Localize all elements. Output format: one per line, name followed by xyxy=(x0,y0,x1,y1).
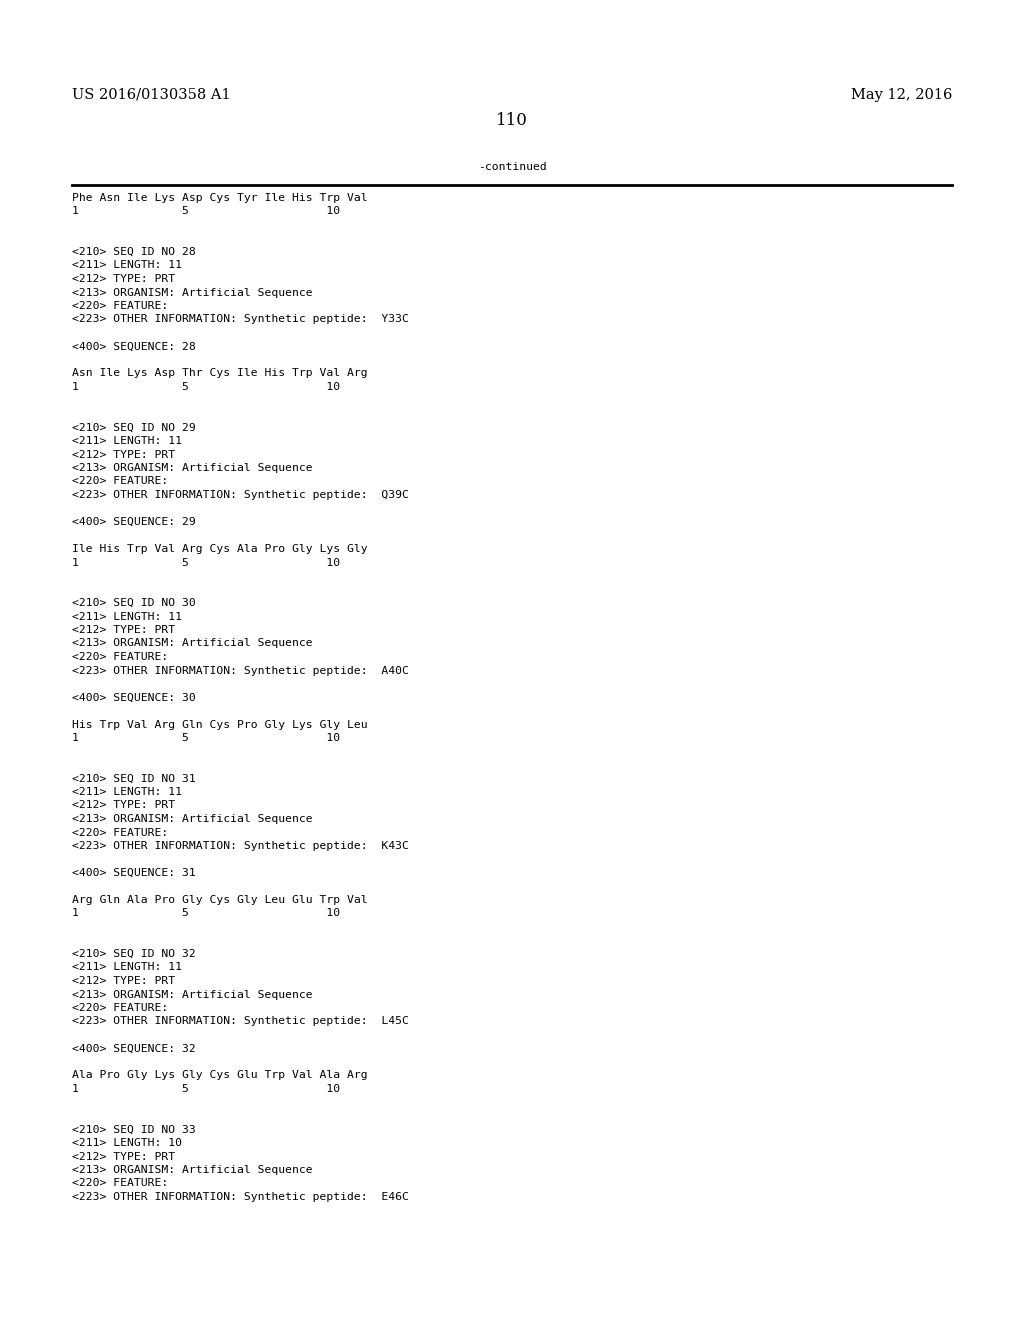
Text: <213> ORGANISM: Artificial Sequence: <213> ORGANISM: Artificial Sequence xyxy=(72,639,312,648)
Text: <400> SEQUENCE: 28: <400> SEQUENCE: 28 xyxy=(72,342,196,351)
Text: <223> OTHER INFORMATION: Synthetic peptide:  K43C: <223> OTHER INFORMATION: Synthetic pepti… xyxy=(72,841,409,851)
Text: <220> FEATURE:: <220> FEATURE: xyxy=(72,828,168,837)
Text: His Trp Val Arg Gln Cys Pro Gly Lys Gly Leu: His Trp Val Arg Gln Cys Pro Gly Lys Gly … xyxy=(72,719,368,730)
Text: <220> FEATURE:: <220> FEATURE: xyxy=(72,652,168,663)
Text: 1               5                    10: 1 5 10 xyxy=(72,908,340,919)
Text: Ala Pro Gly Lys Gly Cys Glu Trp Val Ala Arg: Ala Pro Gly Lys Gly Cys Glu Trp Val Ala … xyxy=(72,1071,368,1081)
Text: <210> SEQ ID NO 28: <210> SEQ ID NO 28 xyxy=(72,247,196,257)
Text: <223> OTHER INFORMATION: Synthetic peptide:  Y33C: <223> OTHER INFORMATION: Synthetic pepti… xyxy=(72,314,409,325)
Text: US 2016/0130358 A1: US 2016/0130358 A1 xyxy=(72,88,230,102)
Text: <213> ORGANISM: Artificial Sequence: <213> ORGANISM: Artificial Sequence xyxy=(72,1166,312,1175)
Text: 1               5                    10: 1 5 10 xyxy=(72,733,340,743)
Text: -continued: -continued xyxy=(477,162,547,172)
Text: <210> SEQ ID NO 30: <210> SEQ ID NO 30 xyxy=(72,598,196,609)
Text: <212> TYPE: PRT: <212> TYPE: PRT xyxy=(72,275,175,284)
Text: <400> SEQUENCE: 32: <400> SEQUENCE: 32 xyxy=(72,1044,196,1053)
Text: <223> OTHER INFORMATION: Synthetic peptide:  A40C: <223> OTHER INFORMATION: Synthetic pepti… xyxy=(72,665,409,676)
Text: 110: 110 xyxy=(496,112,528,129)
Text: 1               5                    10: 1 5 10 xyxy=(72,206,340,216)
Text: 1               5                    10: 1 5 10 xyxy=(72,1084,340,1094)
Text: <220> FEATURE:: <220> FEATURE: xyxy=(72,1179,168,1188)
Text: <212> TYPE: PRT: <212> TYPE: PRT xyxy=(72,975,175,986)
Text: Asn Ile Lys Asp Thr Cys Ile His Trp Val Arg: Asn Ile Lys Asp Thr Cys Ile His Trp Val … xyxy=(72,368,368,379)
Text: <220> FEATURE:: <220> FEATURE: xyxy=(72,301,168,312)
Text: <400> SEQUENCE: 29: <400> SEQUENCE: 29 xyxy=(72,517,196,527)
Text: <211> LENGTH: 11: <211> LENGTH: 11 xyxy=(72,260,182,271)
Text: <210> SEQ ID NO 33: <210> SEQ ID NO 33 xyxy=(72,1125,196,1134)
Text: <223> OTHER INFORMATION: Synthetic peptide:  L45C: <223> OTHER INFORMATION: Synthetic pepti… xyxy=(72,1016,409,1027)
Text: <210> SEQ ID NO 29: <210> SEQ ID NO 29 xyxy=(72,422,196,433)
Text: <213> ORGANISM: Artificial Sequence: <213> ORGANISM: Artificial Sequence xyxy=(72,990,312,999)
Text: Ile His Trp Val Arg Cys Ala Pro Gly Lys Gly: Ile His Trp Val Arg Cys Ala Pro Gly Lys … xyxy=(72,544,368,554)
Text: <213> ORGANISM: Artificial Sequence: <213> ORGANISM: Artificial Sequence xyxy=(72,463,312,473)
Text: Phe Asn Ile Lys Asp Cys Tyr Ile His Trp Val: Phe Asn Ile Lys Asp Cys Tyr Ile His Trp … xyxy=(72,193,368,203)
Text: <211> LENGTH: 11: <211> LENGTH: 11 xyxy=(72,787,182,797)
Text: May 12, 2016: May 12, 2016 xyxy=(851,88,952,102)
Text: <211> LENGTH: 11: <211> LENGTH: 11 xyxy=(72,611,182,622)
Text: <210> SEQ ID NO 32: <210> SEQ ID NO 32 xyxy=(72,949,196,960)
Text: <212> TYPE: PRT: <212> TYPE: PRT xyxy=(72,450,175,459)
Text: <223> OTHER INFORMATION: Synthetic peptide:  E46C: <223> OTHER INFORMATION: Synthetic pepti… xyxy=(72,1192,409,1203)
Text: <223> OTHER INFORMATION: Synthetic peptide:  Q39C: <223> OTHER INFORMATION: Synthetic pepti… xyxy=(72,490,409,500)
Text: Arg Gln Ala Pro Gly Cys Gly Leu Glu Trp Val: Arg Gln Ala Pro Gly Cys Gly Leu Glu Trp … xyxy=(72,895,368,906)
Text: <211> LENGTH: 10: <211> LENGTH: 10 xyxy=(72,1138,182,1148)
Text: <212> TYPE: PRT: <212> TYPE: PRT xyxy=(72,1151,175,1162)
Text: <220> FEATURE:: <220> FEATURE: xyxy=(72,1003,168,1012)
Text: <220> FEATURE:: <220> FEATURE: xyxy=(72,477,168,487)
Text: <210> SEQ ID NO 31: <210> SEQ ID NO 31 xyxy=(72,774,196,784)
Text: <211> LENGTH: 11: <211> LENGTH: 11 xyxy=(72,962,182,973)
Text: <400> SEQUENCE: 30: <400> SEQUENCE: 30 xyxy=(72,693,196,702)
Text: <212> TYPE: PRT: <212> TYPE: PRT xyxy=(72,800,175,810)
Text: <212> TYPE: PRT: <212> TYPE: PRT xyxy=(72,624,175,635)
Text: <211> LENGTH: 11: <211> LENGTH: 11 xyxy=(72,436,182,446)
Text: <213> ORGANISM: Artificial Sequence: <213> ORGANISM: Artificial Sequence xyxy=(72,288,312,297)
Text: <400> SEQUENCE: 31: <400> SEQUENCE: 31 xyxy=(72,869,196,878)
Text: <213> ORGANISM: Artificial Sequence: <213> ORGANISM: Artificial Sequence xyxy=(72,814,312,824)
Text: 1               5                    10: 1 5 10 xyxy=(72,381,340,392)
Text: 1               5                    10: 1 5 10 xyxy=(72,557,340,568)
